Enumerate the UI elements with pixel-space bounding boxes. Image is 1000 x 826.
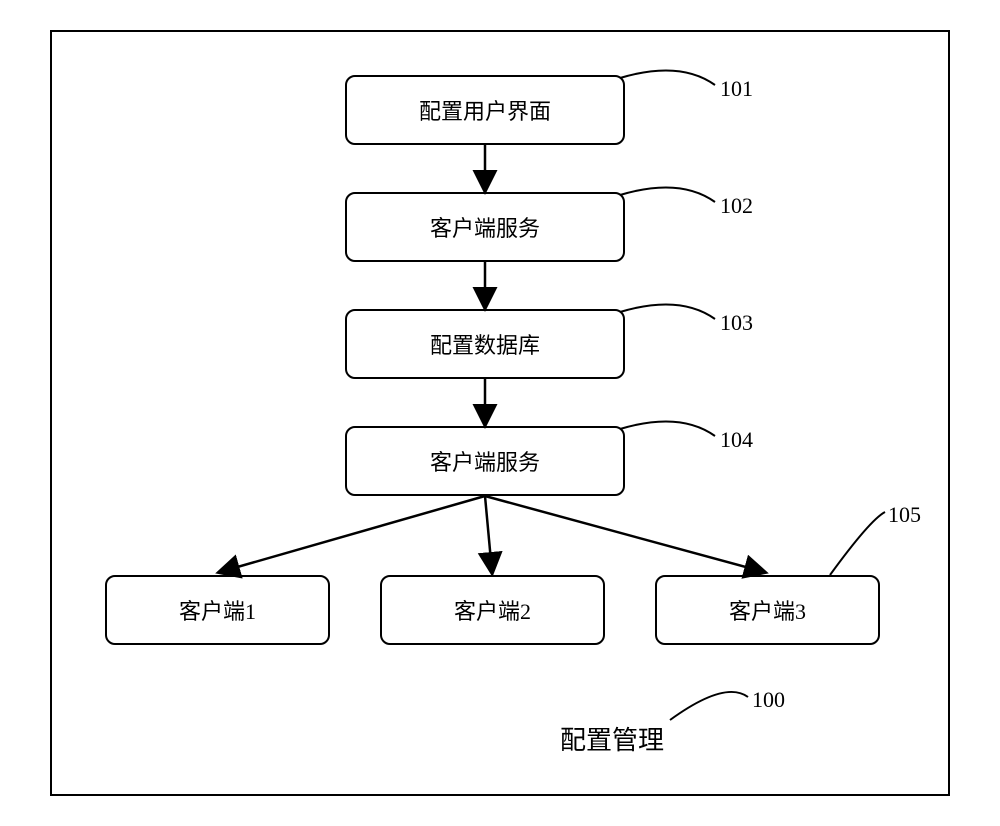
node-config-db: 配置数据库 [345,309,625,379]
node-label: 客户端服务 [430,211,540,243]
node-client-3: 客户端3 [655,575,880,645]
node-client-1: 客户端1 [105,575,330,645]
node-client-2: 客户端2 [380,575,605,645]
callout-103: 103 [720,310,753,336]
callout-105: 105 [888,502,921,528]
callout-102: 102 [720,193,753,219]
node-label: 客户端2 [454,594,531,626]
node-client-service-2: 客户端服务 [345,426,625,496]
node-label: 配置数据库 [430,328,540,360]
callout-101: 101 [720,76,753,102]
callout-104: 104 [720,427,753,453]
node-label: 客户端1 [179,594,256,626]
node-label: 配置用户界面 [419,94,551,126]
node-config-ui: 配置用户界面 [345,75,625,145]
node-label: 客户端服务 [430,445,540,477]
node-label: 客户端3 [729,594,806,626]
callout-100: 100 [752,687,785,713]
diagram-title: 配置管理 [560,720,664,757]
node-client-service-1: 客户端服务 [345,192,625,262]
